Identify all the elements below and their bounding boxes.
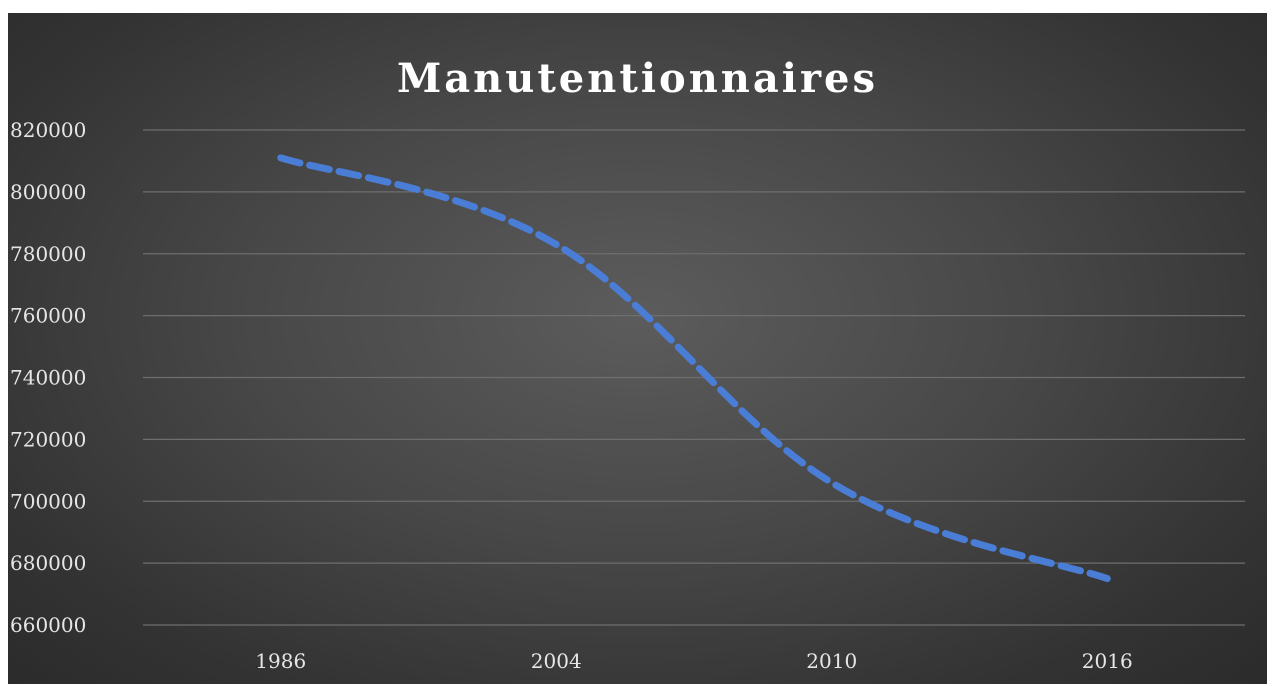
y-tick-label: 760000 — [10, 304, 86, 328]
line-chart: 660000 680000 700000 720000 740000 760000 7800… — [10, 118, 1245, 673]
x-tick-label: 1986 — [255, 649, 306, 673]
chart-frame: Manutentionnaires 660000 680000 700000 7200… — [8, 13, 1267, 684]
y-tick-label: 780000 — [10, 242, 86, 266]
series-line — [277, 154, 1111, 583]
chart-title: Manutentionnaires — [396, 55, 879, 102]
y-tick-label: 680000 — [10, 551, 86, 575]
x-axis-labels: 1986 2004 2010 2016 — [255, 649, 1132, 673]
y-tick-label: 660000 — [10, 613, 86, 637]
y-tick-label: 800000 — [10, 180, 86, 204]
x-tick-label: 2010 — [806, 649, 857, 673]
x-tick-label: 2004 — [531, 649, 582, 673]
series-layer — [277, 154, 1111, 583]
y-tick-label: 720000 — [10, 427, 86, 451]
x-tick-label: 2016 — [1082, 649, 1133, 673]
y-axis-labels: 660000 680000 700000 720000 740000 760000 7800… — [10, 118, 86, 637]
y-tick-label: 700000 — [10, 489, 86, 513]
y-tick-label: 740000 — [10, 366, 86, 390]
grid-lines — [143, 129, 1245, 626]
y-tick-label: 820000 — [10, 118, 86, 142]
